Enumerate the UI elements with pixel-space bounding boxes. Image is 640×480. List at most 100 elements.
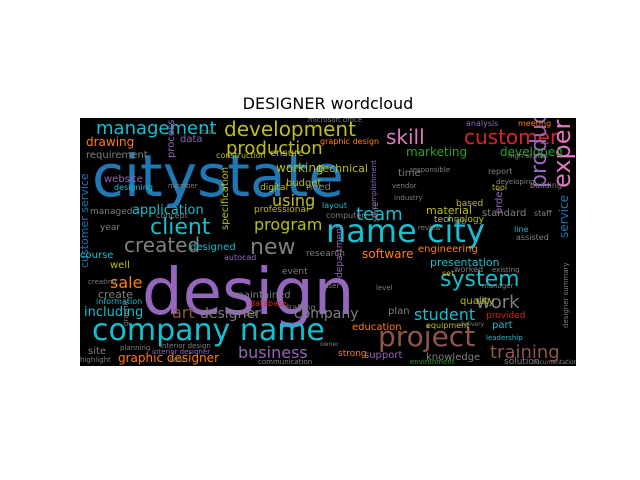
word-application: application (132, 203, 204, 218)
word-requirement: requirement (86, 150, 148, 161)
word-meeting: meeting (518, 119, 551, 128)
wordcloud-canvas: citystate design company name name city proj… (80, 118, 576, 366)
word-plan: plan (388, 306, 410, 317)
word-process: process (166, 120, 177, 158)
word-presentation: presentation (430, 256, 500, 269)
word-budget: budget (286, 178, 322, 189)
word-layout: layout (322, 201, 347, 210)
word-report: report (488, 167, 512, 176)
word-specification: specification (220, 167, 231, 230)
word-quality: quality (460, 296, 494, 307)
word-solution: solution (504, 357, 540, 366)
word-build: build (170, 357, 185, 364)
word-including: including (84, 305, 143, 320)
word-concept: concept (156, 211, 188, 220)
word-designer-summary: designer summary (562, 262, 570, 328)
word-course: course (80, 250, 113, 261)
word-set: set (442, 269, 454, 278)
word-customer: customer (464, 125, 559, 149)
word-provided: provided (486, 311, 526, 321)
word-project: project (378, 320, 475, 353)
word-name-city: name city (326, 212, 485, 250)
word-developing: developing (496, 178, 535, 186)
word-development: development (224, 118, 356, 141)
word-education: education (352, 322, 402, 333)
word-computer: computer (326, 211, 365, 220)
word-knowledge: knowledge (426, 352, 480, 363)
word-autocad: autocad (224, 253, 256, 262)
word-training: training (490, 342, 560, 363)
word-work: work (476, 292, 520, 313)
word-line: line (514, 225, 529, 234)
word-equipment: equipment (426, 321, 469, 330)
chart-title: DESIGNER wordcloud (242, 94, 414, 113)
word-managed: managed (90, 207, 132, 217)
word-task: task (202, 129, 215, 136)
word-high-school: high school (508, 152, 548, 160)
word-level: level (376, 284, 393, 292)
word-time: time (398, 168, 421, 179)
word-company-name: company name (92, 313, 325, 348)
word-based: based (456, 199, 483, 209)
word-created: created (124, 233, 200, 257)
word-production: production (226, 138, 323, 159)
word-design: design (142, 256, 354, 330)
word-building: building (530, 181, 562, 190)
word-business: business (238, 343, 308, 362)
word-team: team (356, 204, 403, 225)
word-owner: owner (320, 341, 339, 348)
word-need: need (306, 182, 331, 193)
word-developed: developed (500, 145, 563, 159)
word-experience: experience (548, 118, 576, 188)
word-technical: technical (318, 162, 368, 175)
word-assisted: assisted (516, 233, 549, 242)
word-accomplishment: accomplishment (370, 160, 378, 218)
word-graphic: graphic (122, 300, 130, 326)
word-research: research (306, 249, 345, 259)
word-existing: existing (492, 266, 520, 274)
word-material: material (426, 204, 472, 217)
word-highlight: highlight (80, 356, 111, 364)
word-designing: designing (114, 183, 153, 192)
word-digital: digital (260, 183, 288, 193)
word-environment: environment (410, 358, 455, 366)
word-manager: manager (482, 282, 514, 290)
word-interior-design: interior design (160, 342, 211, 350)
word-designed: designed (190, 242, 236, 253)
word-service: service (557, 195, 571, 238)
word-software: software (362, 247, 414, 261)
word-analysis: analysis (466, 119, 498, 128)
word-microsoft-office: microsoft office (308, 118, 362, 124)
word-construction: construction (216, 151, 266, 160)
word-graphic-design: graphic design (320, 137, 379, 146)
word-create: create (98, 288, 133, 301)
word-citystate: citystate (92, 142, 344, 210)
word-new: new (250, 235, 295, 260)
word-cad: cad (244, 310, 257, 318)
word-customer-service: customer service (80, 173, 91, 268)
word-student: student (414, 305, 475, 324)
word-year: year (100, 223, 120, 233)
word-industry: industry (394, 194, 423, 202)
word-review: review (418, 224, 441, 232)
word-staff: staff (534, 209, 552, 218)
word-strong: strong (338, 349, 367, 359)
word-leadership: leadership (486, 334, 523, 342)
word-product: product (527, 118, 552, 188)
word-company: company (294, 306, 359, 322)
word-documentation: documentation (532, 359, 576, 366)
word-sale: sale (110, 273, 142, 292)
word-skill: skill (386, 125, 425, 149)
word-information: information (96, 297, 142, 306)
word-department: department (335, 224, 345, 278)
word-professional: professional (254, 205, 309, 215)
word-tool: tool (492, 183, 507, 192)
word-order: order (494, 186, 505, 214)
word-job: job (453, 217, 466, 226)
word-system: system (440, 267, 520, 292)
word-engineering: engineering (418, 244, 478, 255)
word-working: working (276, 161, 324, 175)
word-ensure: ensure (270, 148, 304, 159)
